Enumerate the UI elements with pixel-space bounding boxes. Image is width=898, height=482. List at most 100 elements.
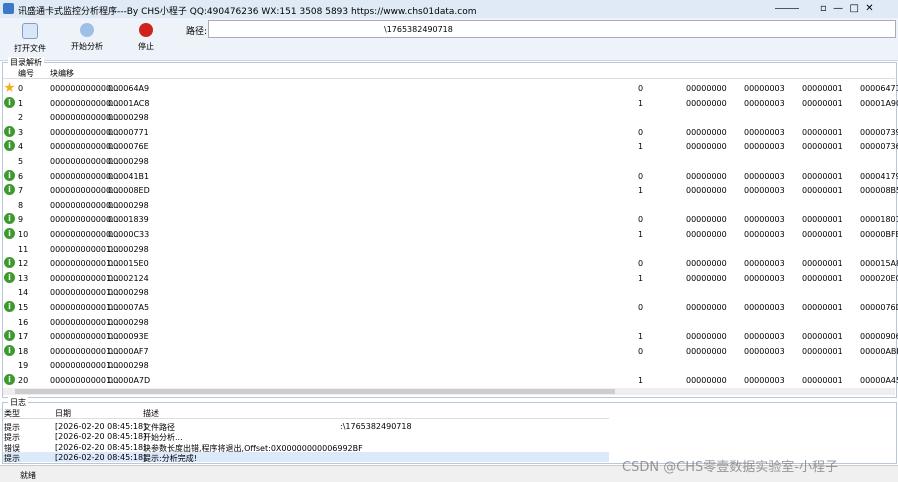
cell: 00000003	[744, 127, 785, 137]
window-controls[interactable]: ▫ — □ ✕	[820, 3, 874, 14]
table-row: 16 000000000001... 00000298	[3, 315, 895, 329]
cell: 000020EC	[860, 273, 898, 283]
cell: 00000BFB	[860, 230, 898, 239]
table-row: i 4 000000000000... 0000076E 1 00000000 000000…	[3, 139, 898, 153]
cell: 1	[638, 376, 644, 385]
cell: 1	[638, 98, 644, 108]
cell: 00000003	[744, 259, 785, 269]
cell: 1	[638, 332, 644, 342]
cell: 00000298	[108, 317, 149, 327]
path-input[interactable]: \1765382490718	[208, 20, 896, 38]
cell: 00000000	[686, 98, 727, 108]
cell: 开始分析...	[143, 433, 183, 443]
log-row: 提示 [2026-02-20 08:45:18] 提示:分析完成!	[3, 451, 609, 463]
cell: 000008ED	[108, 186, 150, 196]
cell: 000000000001...	[50, 273, 119, 283]
path-label: 路径:	[186, 27, 208, 37]
cell: 00000001	[802, 273, 843, 283]
table-row: i 15 000000000001... 000007A5 0 00000000 00000…	[3, 300, 898, 314]
cell: 00000906	[860, 332, 898, 342]
table-row: i 18 000000000001... 00000AF7 0 00000000 00000…	[3, 344, 898, 358]
cell: 000007A5	[108, 303, 150, 312]
cell: 6	[18, 171, 24, 181]
cell: 000000000001...	[50, 317, 119, 327]
table-row: i 12 000000000001... 000015E0 0 00000000 00000…	[3, 256, 898, 270]
row-icon: i	[4, 301, 15, 312]
cell: 19	[18, 361, 29, 371]
cell: 000000000000...	[50, 127, 119, 137]
cell: 00000001	[802, 376, 843, 385]
cell: 000000000000...	[50, 230, 119, 239]
cell: 00000003	[744, 230, 785, 239]
table-row: i 6 000000000000... 000041B1 0 00000000 000000…	[3, 169, 898, 183]
cell: 提示	[4, 453, 20, 463]
log-row: 提示 [2026-02-20 08:45:18] 文件路径:\17653824907…	[3, 421, 609, 432]
slider[interactable]	[775, 8, 799, 9]
cell: [2026-02-20 08:45:18]	[55, 422, 147, 431]
cell: 00000001	[802, 303, 843, 312]
row-icon: i	[4, 140, 15, 152]
status-text: 就绪	[20, 471, 36, 480]
cell: 00001A90	[860, 98, 898, 108]
row-icon: i	[4, 374, 15, 385]
cell: 000015A8	[860, 259, 898, 269]
cell: 10	[18, 230, 29, 239]
cell: 0	[638, 259, 644, 269]
row-icon: i	[4, 344, 15, 356]
open-button[interactable]: 打开文件	[5, 20, 55, 58]
cell: 8	[18, 200, 24, 210]
cell: [2026-02-20 08:45:18]	[55, 442, 147, 452]
cell: 1	[18, 98, 24, 108]
cell: 9	[18, 215, 24, 225]
cell: 16	[18, 317, 29, 327]
h-scrollbar[interactable]	[3, 388, 895, 395]
cell: 提示	[4, 423, 20, 432]
row-icon	[4, 82, 15, 93]
cell: 00000003	[744, 332, 785, 342]
table-row: i 17 000000000001... 0000093E 1 00000000 00000…	[3, 329, 898, 343]
cell: 14	[18, 288, 29, 298]
cell: 00000A7D	[108, 376, 151, 385]
table-row: 8 000000000000... 00000298	[3, 198, 895, 212]
cell: 文件路径	[143, 423, 175, 432]
cell: 000015E0	[108, 259, 149, 269]
cell: 00000001	[802, 171, 843, 181]
cell: 000000000001...	[50, 332, 119, 342]
start-button[interactable]: 开始分析	[62, 20, 112, 58]
cell: 00000739	[860, 127, 898, 137]
cell: 0	[638, 127, 644, 137]
cell: [2026-02-20 08:45:18]	[55, 432, 147, 442]
cell: 000000000001...	[50, 376, 119, 385]
cell: 00000000	[686, 127, 727, 137]
path-value: \1765382490718	[384, 25, 453, 34]
table-row: i 20 000000000001... 00000A7D 1 00000000 00000…	[3, 373, 898, 387]
cell: 00000A45	[860, 376, 898, 385]
table-row: 19 000000000001... 00000298	[3, 358, 895, 372]
column-header: 块编移	[50, 69, 74, 78]
cell: 00000001	[802, 332, 843, 342]
cell: 00000003	[744, 98, 785, 108]
cell: [2026-02-20 08:45:18]	[55, 452, 147, 462]
cell: 错误	[4, 443, 20, 453]
cell: 0	[638, 171, 644, 181]
cell: 00000000	[686, 273, 727, 283]
cell: 00000AF7	[108, 346, 149, 356]
cell: 00000001	[802, 259, 843, 269]
row-icon: i	[4, 96, 15, 108]
row-icon: i	[4, 271, 15, 283]
cell: 000000000001...	[50, 244, 119, 254]
cell: 00000000	[686, 346, 727, 356]
table-row: i 1 000000000000... 00001AC8 1 00000000 000000…	[3, 96, 898, 110]
table-row: 5 000000000000... 00000298	[3, 154, 895, 168]
cell: 00000001	[802, 127, 843, 137]
cell: 00000ABF	[860, 346, 898, 356]
cell: 000000000000...	[50, 186, 119, 196]
cell: 12	[18, 259, 29, 269]
cell: 000008B5	[860, 186, 898, 196]
cell: 00000001	[802, 142, 843, 152]
column-header: 描述	[143, 409, 159, 418]
stop-button[interactable]: 停止	[121, 20, 171, 58]
cell: 000000000000...	[50, 98, 119, 108]
cell: 000000000001...	[50, 361, 119, 371]
